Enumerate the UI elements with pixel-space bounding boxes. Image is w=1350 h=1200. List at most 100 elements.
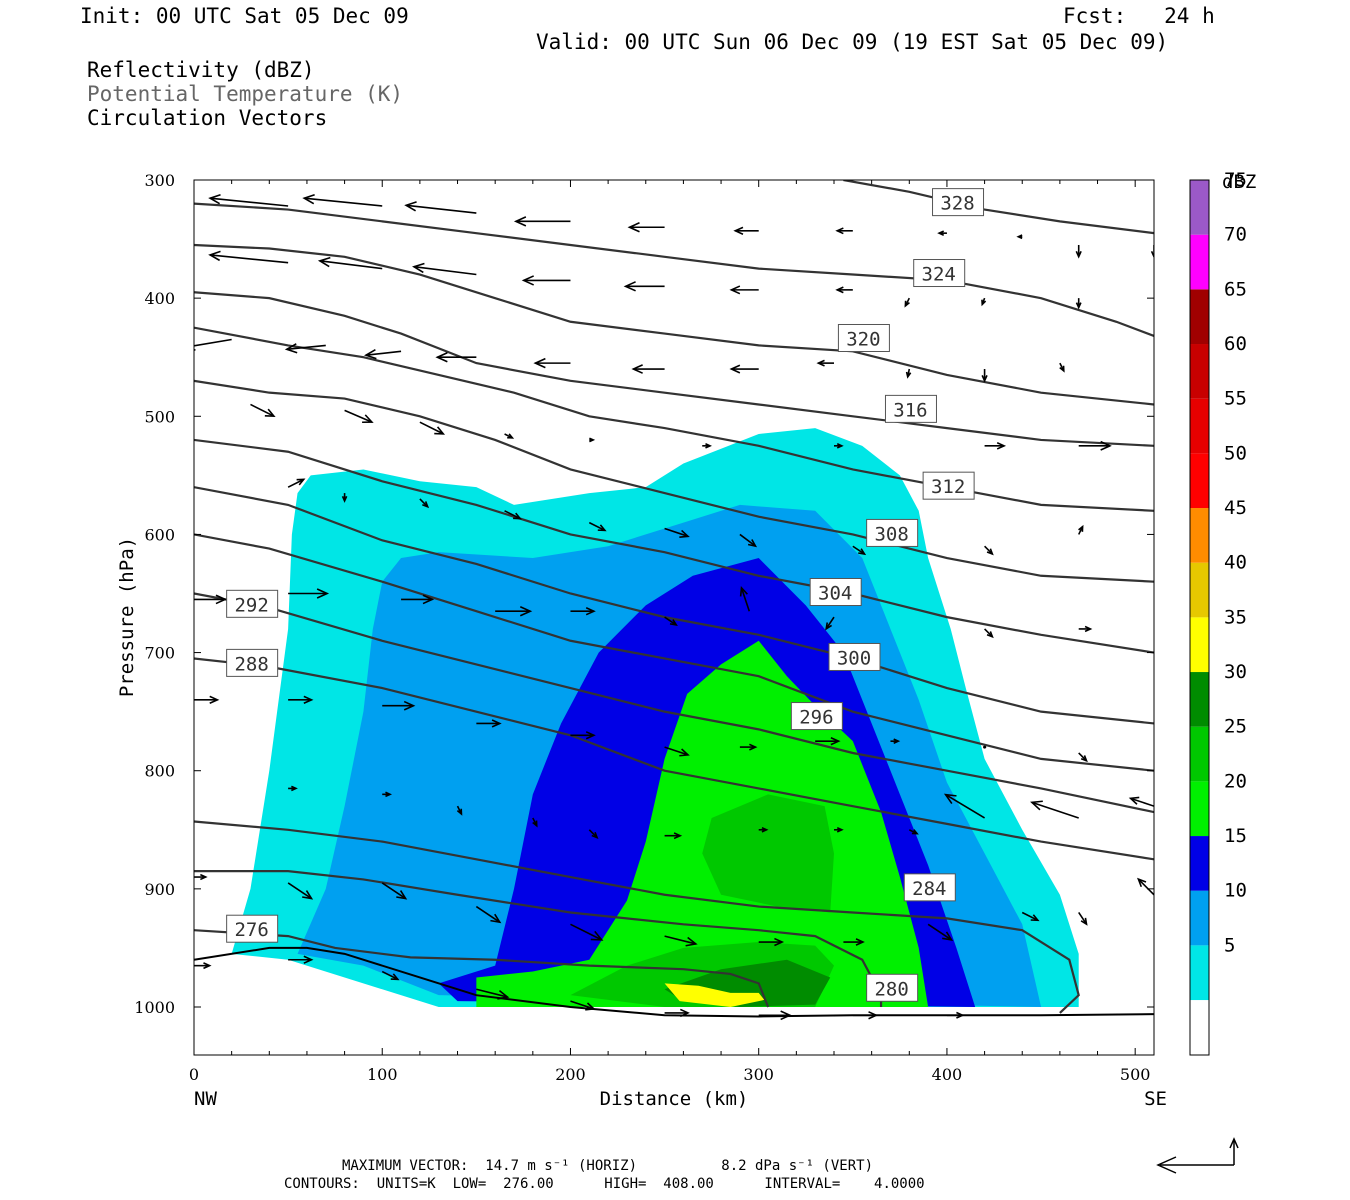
colorbar-label-30: 30 bbox=[1224, 661, 1247, 683]
vector-arrowhead bbox=[911, 829, 919, 835]
circulation-vector bbox=[1031, 801, 1079, 819]
circulation-vector bbox=[210, 254, 289, 264]
vector-arrowhead bbox=[317, 256, 331, 268]
circulation-vector bbox=[365, 350, 402, 357]
valid-time: Valid: 00 UTC Sun 06 Dec 09 (19 EST Sat … bbox=[536, 30, 1169, 54]
circulation-vector bbox=[825, 616, 835, 630]
circulation-vector bbox=[740, 587, 751, 612]
vector-arrowhead bbox=[1059, 365, 1065, 373]
theta-contour-280 bbox=[194, 870, 883, 1007]
vector-arrowhead bbox=[956, 1011, 965, 1019]
circulation-vector bbox=[945, 793, 985, 819]
vector-arrowhead bbox=[1128, 796, 1140, 805]
theta-contour-288 bbox=[194, 657, 1154, 861]
y-tick-label: 900 bbox=[144, 880, 175, 899]
vector-arrowhead bbox=[830, 736, 841, 746]
vector-arrowhead bbox=[296, 478, 306, 486]
vector-arrowhead bbox=[264, 408, 276, 418]
vector-arrowhead bbox=[364, 348, 377, 360]
y-tick-label: 600 bbox=[144, 525, 175, 544]
vector-arrowhead bbox=[749, 743, 758, 751]
colorbar-frame bbox=[1189, 179, 1210, 1056]
vector-arrowhead bbox=[422, 594, 435, 605]
colorbar-label-40: 40 bbox=[1224, 552, 1247, 574]
vector-arrowhead bbox=[507, 433, 515, 439]
colorbar-label-50: 50 bbox=[1224, 442, 1247, 464]
vector-arrowhead bbox=[1150, 251, 1154, 259]
circulation-vector bbox=[1021, 911, 1039, 922]
circulation-vector bbox=[852, 545, 865, 555]
vector-arrowhead bbox=[904, 300, 910, 308]
vector-arrowhead bbox=[729, 364, 741, 374]
vector-arrowhead bbox=[589, 437, 596, 443]
circulation-vector bbox=[739, 533, 756, 547]
theta-label-304: 304 bbox=[818, 583, 852, 605]
vector-arrowhead bbox=[208, 193, 221, 205]
circulation-vector bbox=[664, 935, 696, 945]
vector-arrowhead bbox=[490, 913, 502, 924]
vector-arrowhead bbox=[679, 1008, 690, 1018]
theta-label-box-324 bbox=[913, 259, 966, 288]
vector-arrowhead bbox=[981, 375, 988, 383]
colorbar-segment-35 bbox=[1190, 617, 1209, 673]
theta-label-284: 284 bbox=[912, 878, 946, 900]
vector-arrowhead bbox=[362, 414, 374, 424]
theta-contour-324 bbox=[194, 202, 1154, 337]
vector-arrowhead bbox=[747, 539, 758, 548]
vector-arrowhead bbox=[893, 738, 901, 744]
vector-dot bbox=[983, 745, 987, 749]
circulation-vector bbox=[406, 204, 477, 214]
circulation-vector bbox=[344, 409, 373, 423]
vector-arrowhead bbox=[403, 700, 416, 711]
vector-arrowhead bbox=[1075, 302, 1082, 310]
colorbar-segment-40 bbox=[1190, 562, 1209, 618]
colorbar-label-20: 20 bbox=[1224, 770, 1247, 792]
vector-arrowhead bbox=[733, 226, 744, 235]
vector-arrowhead bbox=[316, 588, 330, 599]
circulation-vector bbox=[381, 882, 407, 900]
vector-arrowhead bbox=[1100, 440, 1112, 451]
vector-arrowhead bbox=[986, 631, 994, 639]
colorbar-segment-10 bbox=[1190, 890, 1209, 946]
colorbar-label-75: 75 bbox=[1224, 169, 1247, 191]
vector-arrowhead bbox=[435, 351, 448, 363]
theta-label-box-296 bbox=[790, 702, 843, 731]
theta-label-box-292 bbox=[226, 589, 279, 618]
colorbar-segment-55 bbox=[1190, 398, 1209, 454]
vector-arrowhead bbox=[835, 227, 844, 235]
vector-arrowhead bbox=[835, 286, 844, 294]
vector-arrowhead bbox=[729, 285, 741, 295]
forecast-hour: Fcst: 24 h bbox=[1063, 4, 1215, 28]
vector-arrowhead bbox=[774, 937, 785, 947]
vector-arrowhead bbox=[291, 785, 298, 792]
vector-arrowhead bbox=[836, 827, 844, 833]
vector-arrowhead bbox=[591, 831, 599, 839]
theta-contour-276 bbox=[194, 929, 770, 1008]
x-end-label-se: SE bbox=[1144, 1088, 1167, 1110]
theta-label-box-328 bbox=[932, 188, 985, 217]
circulation-vector bbox=[194, 261, 195, 263]
vector-arrowhead bbox=[497, 990, 510, 1000]
circulation-vector bbox=[1153, 617, 1154, 618]
colorbar-segment-70 bbox=[1190, 234, 1209, 290]
vector-arrowhead bbox=[986, 548, 994, 556]
circulation-vector bbox=[664, 527, 689, 538]
vector-arrowhead bbox=[937, 230, 945, 236]
vector-arrowhead bbox=[1030, 800, 1043, 811]
vector-arrowhead bbox=[825, 622, 833, 631]
init-time: Init: 00 UTC Sat 05 Dec 09 bbox=[80, 4, 409, 28]
theta-label-box-308 bbox=[866, 518, 919, 547]
circulation-vector bbox=[287, 478, 305, 488]
colorbar-segment-30 bbox=[1190, 672, 1209, 727]
theta-label-box-304 bbox=[809, 578, 862, 606]
circulation-vector bbox=[588, 521, 606, 532]
vector-arrowhead bbox=[209, 695, 220, 705]
circulation-vector bbox=[287, 882, 312, 900]
theta-label-312: 312 bbox=[931, 476, 965, 498]
circulation-vector bbox=[210, 197, 289, 207]
colorbar-label-60: 60 bbox=[1224, 333, 1247, 355]
x-tick-label: 300 bbox=[743, 1065, 774, 1084]
theta-contour-292 bbox=[194, 592, 1154, 814]
vector-arrowhead bbox=[533, 357, 546, 369]
